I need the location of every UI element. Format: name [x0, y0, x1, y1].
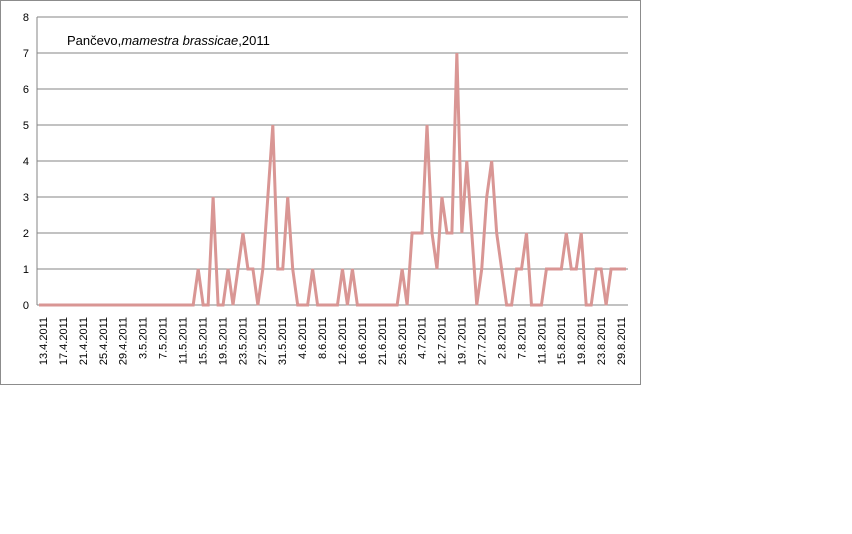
series-line: [39, 52, 626, 307]
y-tick-label: 7: [23, 48, 29, 60]
x-tick-label: 17.4.2011: [58, 317, 70, 365]
y-axis-tick-labels: 0 1 2 3 4 5 6 7 8: [23, 12, 29, 312]
x-tick-label: 25.4.2011: [98, 317, 110, 365]
x-tick-label: 29.8.2011: [616, 317, 628, 365]
x-tick-label: 11.8.2011: [536, 317, 548, 364]
x-tick-label: 8.6.2011: [317, 317, 329, 359]
x-tick-label: 19.8.2011: [576, 317, 588, 365]
x-tick-label: 29.4.2011: [118, 317, 130, 365]
x-tick-label: 27.5.2011: [257, 317, 269, 365]
y-tick-label: 8: [23, 12, 29, 24]
y-tick-label: 4: [23, 156, 29, 168]
x-tick-label: 11.5.2011: [178, 317, 190, 364]
y-tick-label: 6: [23, 84, 29, 96]
x-tick-label: 15.8.2011: [556, 317, 568, 365]
y-tick-label: 3: [23, 192, 29, 204]
x-tick-label: 15.5.2011: [197, 317, 209, 365]
chart-frame: 0 1 2 3 4 5 6 7 8 13.4.2011 17.4.2011 21.4.2011 25.…: [0, 0, 641, 385]
x-tick-label: 2.8.2011: [496, 317, 508, 359]
x-tick-label: 21.4.2011: [78, 317, 90, 365]
y-tick-label: 5: [23, 120, 29, 132]
x-tick-label: 23.5.2011: [237, 317, 249, 365]
y-tick-label: 0: [23, 300, 29, 312]
y-tick-label: 1: [23, 264, 29, 276]
x-tick-label: 13.4.2011: [38, 317, 50, 365]
x-tick-label: 25.6.2011: [397, 317, 409, 365]
x-tick-label: 12.7.2011: [437, 317, 449, 365]
chart-title-location: Pančevo,: [67, 33, 121, 48]
y-tick-label: 2: [23, 228, 29, 240]
chart-title-year: ,2011: [238, 33, 270, 48]
x-tick-label: 23.8.2011: [596, 317, 608, 365]
x-tick-label: 19.7.2011: [457, 317, 469, 365]
x-tick-label: 31.5.2011: [277, 317, 289, 365]
chart-title-species: mamestra brassicae: [121, 33, 238, 48]
gridlines: [37, 16, 628, 270]
x-tick-label: 16.6.2011: [357, 317, 369, 365]
x-tick-label: 4.6.2011: [297, 317, 309, 359]
x-tick-label: 27.7.2011: [477, 317, 489, 365]
x-tick-label: 7.8.2011: [516, 317, 528, 359]
x-tick-label: 12.6.2011: [337, 317, 349, 365]
line-chart: 0 1 2 3 4 5 6 7 8 13.4.2011 17.4.2011 21.4.2011 25.…: [23, 12, 628, 365]
x-tick-label: 21.6.2011: [377, 317, 389, 365]
x-tick-label: 4.7.2011: [417, 317, 429, 359]
x-axis-tick-labels: 13.4.2011 17.4.2011 21.4.2011 25.4.2011 29.4…: [38, 317, 628, 365]
x-tick-label: 19.5.2011: [217, 317, 229, 365]
x-tick-label: 7.5.2011: [158, 317, 170, 359]
chart-title: Pančevo,mamestra brassicae,2011: [67, 33, 270, 48]
x-tick-label: 3.5.2011: [138, 317, 150, 359]
